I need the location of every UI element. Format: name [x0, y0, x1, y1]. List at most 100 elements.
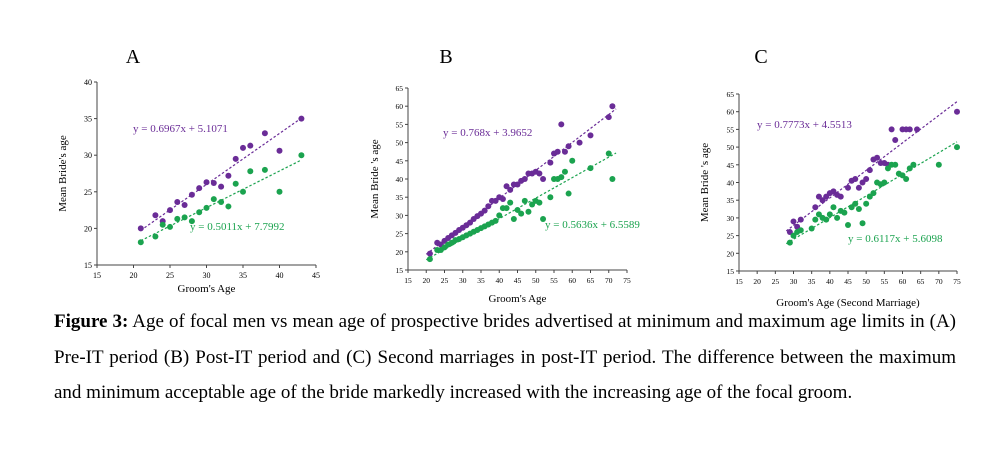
x-tick-label: 35	[808, 277, 816, 286]
data-point	[167, 223, 173, 230]
equation-label-maximum: y = 0.7773x + 4.5513	[757, 119, 852, 131]
data-point	[181, 201, 188, 208]
data-point	[247, 142, 254, 149]
data-point	[529, 201, 536, 208]
panel-label: B	[439, 46, 452, 68]
data-point	[855, 206, 862, 213]
data-point	[510, 216, 517, 223]
data-point	[481, 207, 488, 214]
figure-caption-text: Age of focal men vs mean age of prospect…	[54, 311, 956, 403]
data-point	[797, 216, 804, 223]
data-point	[467, 219, 474, 226]
figure-caption-lead: Figure 3:	[54, 311, 129, 332]
data-point	[507, 186, 514, 193]
data-point	[808, 225, 815, 232]
x-tick-label: 65	[587, 276, 595, 285]
data-point	[906, 126, 913, 133]
data-point	[866, 167, 873, 174]
data-point	[558, 174, 565, 181]
y-tick-label: 65	[396, 84, 404, 93]
data-point	[605, 150, 612, 157]
data-point	[790, 218, 797, 225]
x-tick-label: 20	[130, 271, 138, 280]
x-tick-label: 60	[569, 276, 577, 285]
data-point	[521, 197, 528, 204]
chart-panel-C: C 15 20 25 30 35 40 45 50 55 60 65 70 75 15 20 25 30 35 40 4…	[699, 46, 961, 309]
data-point	[514, 181, 521, 188]
y-tick-label: 35	[84, 115, 92, 124]
data-point	[232, 180, 239, 187]
y-tick-label: 20	[84, 224, 92, 233]
equation-label-maximum: y = 0.6967x + 5.1071	[133, 123, 228, 135]
data-point	[881, 179, 888, 186]
y-tick-label: 45	[396, 157, 404, 166]
chart-panel-B: B 15 20 25 30 35 40 45 50 55 60 65 70 75 15 20 25 30 35 40 4…	[369, 46, 640, 305]
data-point	[576, 139, 583, 146]
y-tick-label: 40	[84, 78, 92, 87]
data-point	[225, 203, 232, 210]
x-tick-label: 25	[166, 271, 174, 280]
x-tick-label: 40	[276, 271, 284, 280]
data-point	[188, 218, 195, 225]
data-point	[298, 152, 305, 159]
figure-caption: Figure 3: Age of focal men vs mean age o…	[54, 304, 956, 411]
data-point	[152, 233, 159, 240]
data-point	[503, 205, 510, 212]
data-point	[225, 172, 232, 179]
data-point	[863, 175, 870, 182]
panel-label: C	[754, 46, 767, 68]
data-point	[554, 148, 561, 155]
x-tick-label: 45	[514, 276, 522, 285]
y-tick-label: 25	[727, 232, 735, 241]
data-point	[852, 175, 859, 182]
x-tick-label: 35	[477, 276, 485, 285]
data-point	[903, 175, 910, 182]
x-axis-title: Groom's Age	[178, 283, 236, 295]
y-tick-label: 15	[396, 266, 404, 275]
data-point	[167, 207, 173, 214]
y-tick-label: 30	[396, 211, 404, 220]
data-point	[137, 239, 144, 246]
data-point	[561, 148, 568, 155]
data-point	[786, 239, 793, 246]
y-tick-label: 60	[727, 108, 735, 117]
chart-panel-A: A 15 20 25 30 35 40 45 15 20 25 30 35 40 Groom's Age Me…	[57, 46, 320, 295]
y-tick-label: 65	[727, 90, 735, 99]
data-point	[892, 161, 899, 168]
x-tick-label: 30	[459, 276, 467, 285]
trendline-minimum	[425, 152, 617, 261]
data-point	[298, 115, 305, 122]
data-point	[841, 209, 848, 216]
data-point	[834, 214, 841, 221]
data-point	[276, 188, 283, 195]
data-point	[561, 168, 568, 175]
x-tick-label: 30	[790, 277, 798, 286]
x-tick-label: 70	[605, 276, 613, 285]
data-point	[954, 144, 960, 151]
data-point	[609, 103, 616, 110]
data-point	[797, 227, 804, 234]
data-point	[888, 126, 895, 133]
data-point	[261, 130, 268, 137]
series-maximum: y = 0.768x + 3.9652	[425, 103, 617, 257]
data-point	[558, 121, 565, 128]
data-point	[276, 147, 283, 154]
x-tick-label: 75	[953, 277, 961, 286]
data-point	[565, 143, 572, 150]
series-minimum: y = 0.6117x + 5.6098	[785, 141, 960, 246]
x-tick-label: 40	[826, 277, 834, 286]
y-tick-label: 35	[727, 196, 735, 205]
x-tick-label: 50	[862, 277, 870, 286]
data-point	[852, 200, 859, 207]
data-point	[845, 221, 851, 228]
data-point	[587, 132, 594, 139]
data-point	[540, 176, 547, 182]
panel-label: A	[126, 46, 141, 68]
x-tick-label: 50	[532, 276, 540, 285]
data-point	[492, 217, 499, 224]
data-point	[521, 176, 528, 182]
data-point	[892, 137, 899, 144]
data-point	[210, 180, 217, 187]
x-tick-label: 20	[423, 276, 431, 285]
trendline-minimum	[140, 159, 302, 242]
